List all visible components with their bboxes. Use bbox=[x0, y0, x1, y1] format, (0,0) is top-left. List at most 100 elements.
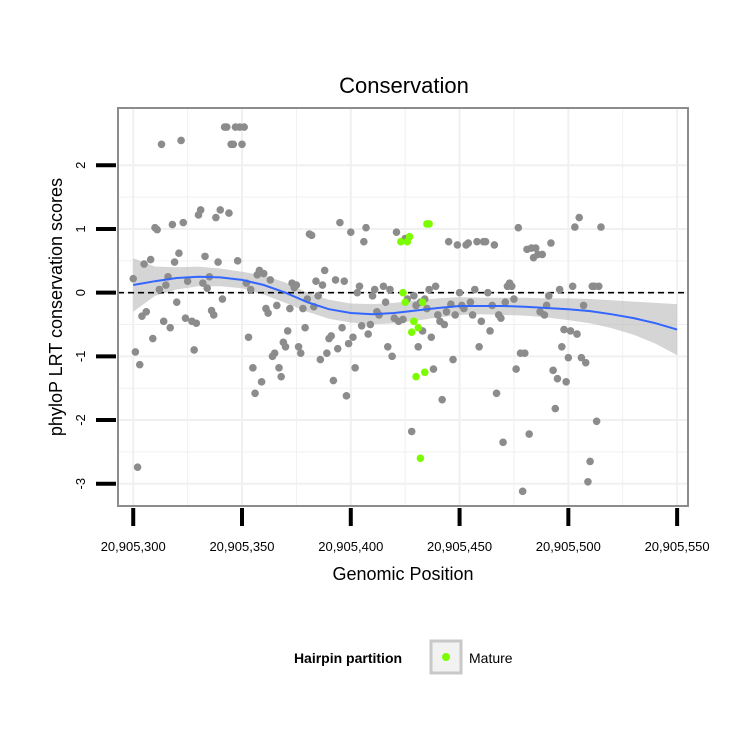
data-point bbox=[266, 276, 275, 284]
data-point bbox=[177, 136, 185, 145]
data-point bbox=[331, 276, 340, 284]
data-point bbox=[233, 257, 242, 265]
data-point bbox=[442, 307, 451, 316]
data-point bbox=[571, 223, 579, 231]
y-tick-label: 0 bbox=[73, 289, 88, 296]
data-point bbox=[501, 298, 510, 307]
data-point bbox=[168, 220, 177, 229]
data-point bbox=[440, 320, 449, 329]
data-point bbox=[399, 315, 407, 324]
data-point bbox=[470, 285, 479, 294]
data-point bbox=[277, 372, 285, 381]
data-point bbox=[340, 277, 349, 286]
mature-point bbox=[420, 368, 429, 377]
data-point bbox=[175, 249, 183, 257]
data-point bbox=[346, 228, 355, 236]
data-point bbox=[240, 123, 248, 131]
data-point bbox=[464, 239, 473, 247]
data-point bbox=[360, 237, 368, 246]
data-point bbox=[540, 311, 549, 319]
data-point bbox=[301, 323, 309, 332]
mature-point bbox=[399, 288, 407, 297]
data-point bbox=[162, 281, 170, 289]
data-point bbox=[338, 323, 346, 332]
x-tick-label: 20,905,300 bbox=[101, 539, 166, 554]
data-point bbox=[312, 277, 320, 286]
x-tick-label: 20,905,400 bbox=[318, 539, 383, 554]
data-point bbox=[364, 330, 372, 338]
data-point bbox=[201, 252, 209, 261]
data-point bbox=[196, 206, 205, 214]
data-point bbox=[323, 349, 331, 357]
smooth-trend-line bbox=[133, 275, 678, 331]
data-point bbox=[566, 327, 575, 335]
data-point bbox=[192, 319, 201, 328]
data-point bbox=[586, 457, 594, 466]
data-point bbox=[155, 285, 164, 294]
data-point bbox=[135, 360, 144, 369]
mature-point bbox=[405, 232, 414, 241]
data-point bbox=[344, 339, 353, 348]
data-point bbox=[146, 255, 155, 264]
data-point bbox=[521, 349, 529, 357]
data-point bbox=[431, 282, 440, 291]
data-point bbox=[484, 288, 492, 297]
data-point bbox=[475, 343, 483, 351]
data-point bbox=[153, 225, 161, 234]
x-tick-label: 20,905,450 bbox=[427, 539, 492, 554]
data-point bbox=[573, 330, 581, 338]
data-point bbox=[190, 346, 198, 354]
data-point bbox=[357, 321, 366, 330]
data-point bbox=[592, 417, 601, 426]
y-tick-label: 2 bbox=[73, 162, 88, 169]
data-point bbox=[555, 285, 564, 294]
data-point bbox=[264, 309, 272, 317]
data-point bbox=[444, 237, 453, 246]
data-point bbox=[455, 288, 464, 297]
data-point bbox=[466, 298, 475, 307]
data-point bbox=[449, 355, 457, 364]
data-point bbox=[299, 304, 307, 313]
data-point bbox=[307, 231, 316, 240]
data-point bbox=[581, 358, 590, 367]
data-point bbox=[283, 327, 292, 335]
data-point bbox=[514, 223, 523, 232]
data-point bbox=[296, 349, 305, 357]
data-point bbox=[218, 295, 227, 303]
data-point bbox=[497, 314, 505, 322]
data-point bbox=[244, 333, 253, 342]
data-point bbox=[170, 258, 179, 266]
data-point bbox=[473, 237, 481, 246]
data-point bbox=[429, 365, 438, 373]
data-point bbox=[209, 311, 218, 319]
data-point bbox=[336, 218, 344, 227]
data-point bbox=[477, 317, 486, 326]
data-point bbox=[438, 395, 446, 404]
data-point bbox=[499, 438, 507, 447]
data-point bbox=[131, 348, 140, 356]
data-point bbox=[453, 241, 462, 249]
mature-point bbox=[407, 328, 416, 336]
data-point bbox=[149, 334, 157, 343]
chart-title: Conservation bbox=[339, 73, 469, 98]
data-point bbox=[349, 333, 357, 342]
data-point bbox=[510, 295, 518, 303]
data-point bbox=[270, 349, 279, 357]
y-tick-label: -3 bbox=[73, 478, 88, 490]
data-point bbox=[225, 209, 233, 217]
data-point bbox=[410, 292, 418, 300]
y-tick-label: -1 bbox=[73, 351, 88, 363]
data-point bbox=[584, 478, 592, 486]
data-point bbox=[172, 298, 181, 307]
data-point bbox=[314, 292, 322, 300]
data-point bbox=[157, 140, 166, 149]
data-point bbox=[597, 223, 605, 231]
y-axis-title: phyloP LRT conservation scores bbox=[46, 178, 66, 436]
data-point bbox=[294, 343, 303, 351]
data-point bbox=[216, 206, 225, 214]
data-point bbox=[381, 298, 390, 307]
y-axis: 2 1 0 -1 -2 -3 bbox=[73, 162, 116, 490]
data-point bbox=[342, 392, 351, 400]
x-tick-label: 20,905,500 bbox=[536, 539, 601, 554]
